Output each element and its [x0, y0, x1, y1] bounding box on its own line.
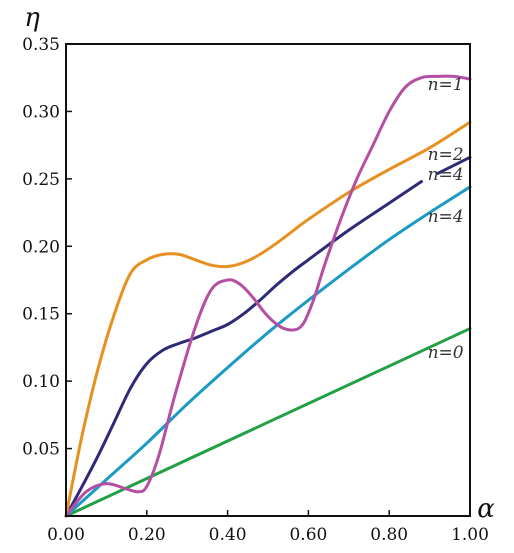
y-tick-label: 0.30 — [22, 102, 60, 122]
ticks-layer: 0.00 0.20 0.40 0.60 0.80 1.00 0.05 0.10 0.15 0.20… — [22, 35, 489, 545]
y-tick-label: 0.05 — [22, 440, 60, 460]
series-label-n-4: n=4 — [428, 207, 464, 227]
y-tick-label: 0.20 — [22, 237, 60, 257]
y-tick-label: 0.25 — [22, 170, 60, 190]
series-line-n-1-0 — [64, 74, 472, 518]
series-line-n-2-1 — [64, 120, 472, 518]
x-tick-label: 0.40 — [209, 525, 247, 545]
x-tick-label: 0.80 — [370, 525, 408, 545]
series-label-n-4: n=4 — [428, 165, 464, 185]
y-tick-label: 0.10 — [22, 372, 60, 392]
series-label-n-2: n=2 — [428, 145, 464, 165]
plot-frame — [65, 43, 471, 517]
series-line-n-4-tail — [436, 155, 472, 175]
x-tick-label: 0.60 — [289, 525, 327, 545]
series-line-n-4-2 — [64, 180, 424, 518]
labels-layer: n=1n=2n=4n=4n=0 — [428, 75, 464, 363]
series-layer — [64, 74, 472, 518]
x-tick-label: 1.00 — [451, 525, 489, 545]
x-tick-label: 0.00 — [47, 525, 85, 545]
series-line-n-4-3 — [64, 185, 472, 518]
series-label-n-1: n=1 — [428, 75, 464, 95]
y-tick-label: 0.35 — [22, 35, 60, 55]
x-axis-label: α — [477, 494, 495, 524]
y-axis-label: η — [24, 3, 40, 33]
series-label-n-0: n=0 — [428, 343, 464, 363]
x-tick-label: 0.20 — [128, 525, 166, 545]
y-tick-label: 0.15 — [22, 305, 60, 325]
series-line-n-0-4 — [64, 327, 472, 518]
